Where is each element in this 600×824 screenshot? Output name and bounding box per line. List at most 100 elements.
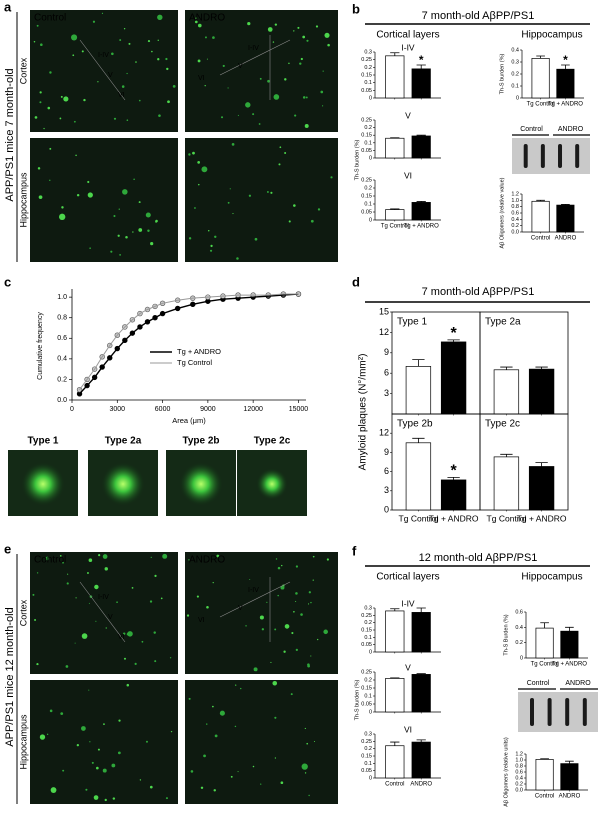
error-bar bbox=[390, 52, 400, 56]
y-tick-label: 1.2 bbox=[515, 751, 523, 757]
plaque bbox=[58, 213, 66, 221]
plaque bbox=[235, 684, 237, 686]
plaque bbox=[274, 757, 277, 759]
plaque bbox=[188, 559, 190, 561]
micrograph bbox=[30, 10, 178, 132]
y-tick-label: 0.4 bbox=[511, 217, 519, 223]
y-tick-label: 0.1 bbox=[364, 201, 372, 207]
x-tick-label: ANDRO bbox=[559, 794, 581, 800]
bar bbox=[385, 55, 405, 99]
panel-label: f bbox=[352, 543, 357, 558]
plaque bbox=[32, 593, 35, 596]
row-label: Cortex bbox=[18, 599, 28, 626]
error-bar bbox=[540, 622, 549, 629]
plaque bbox=[113, 214, 116, 218]
error-bar bbox=[565, 626, 574, 632]
micrograph bbox=[30, 552, 178, 674]
plaque bbox=[186, 614, 190, 617]
plaque bbox=[59, 117, 62, 120]
layer-label: V bbox=[238, 605, 243, 612]
plaque bbox=[36, 572, 39, 574]
plaque bbox=[60, 712, 64, 715]
plaque-blob bbox=[21, 462, 65, 506]
plaque bbox=[272, 680, 278, 686]
plaque bbox=[49, 179, 51, 182]
plaque bbox=[89, 247, 91, 249]
plaque bbox=[205, 36, 207, 39]
y-tick-label: 6 bbox=[384, 368, 389, 378]
plaque bbox=[153, 631, 156, 634]
bar bbox=[556, 204, 575, 233]
type-label: Type 2c bbox=[254, 436, 291, 447]
error-bar bbox=[390, 208, 400, 210]
subplot-title: V bbox=[405, 110, 411, 120]
bar bbox=[560, 630, 579, 659]
plaque bbox=[222, 64, 225, 68]
plaque bbox=[295, 601, 297, 603]
y-tick-label: 3 bbox=[384, 485, 389, 495]
subplot-title: VI bbox=[404, 724, 412, 734]
plaque bbox=[95, 620, 97, 622]
bar bbox=[493, 456, 520, 511]
plaque bbox=[188, 697, 191, 700]
legend-label: Tg Control bbox=[177, 358, 212, 367]
plaque bbox=[321, 105, 324, 107]
y-tick-label: 0.15 bbox=[361, 685, 372, 691]
plaque bbox=[277, 594, 279, 597]
plaque bbox=[293, 204, 296, 207]
plaque bbox=[150, 556, 152, 558]
y-tick-label: 0.2 bbox=[364, 125, 372, 131]
layer-label: V bbox=[108, 72, 113, 79]
plaque bbox=[157, 58, 160, 61]
plaque bbox=[267, 79, 270, 83]
y-axis-label: Th-S burden (%) bbox=[499, 54, 505, 95]
y-tick-label: 0.05 bbox=[361, 209, 372, 215]
micrograph bbox=[185, 10, 338, 132]
plaque bbox=[62, 769, 65, 772]
plaque bbox=[301, 763, 308, 770]
column-label: Control bbox=[34, 555, 66, 566]
x-tick-label: 6000 bbox=[155, 406, 171, 413]
plaque bbox=[327, 43, 330, 47]
plaque bbox=[201, 166, 208, 173]
subplot-title: I-IV bbox=[401, 598, 415, 608]
plaque bbox=[81, 633, 88, 639]
y-tick-label: 0.2 bbox=[511, 71, 519, 77]
subplot-title: Type 1 bbox=[397, 317, 427, 328]
layer-label: I-IV bbox=[98, 52, 109, 59]
plaque bbox=[288, 220, 291, 223]
plaque bbox=[270, 661, 272, 664]
y-tick-label: 12 bbox=[379, 327, 389, 337]
y-tick-label: 12 bbox=[379, 428, 389, 438]
plaque bbox=[62, 561, 64, 564]
plaque bbox=[111, 763, 116, 768]
blot-band bbox=[547, 698, 552, 726]
bar bbox=[405, 366, 432, 415]
y-tick-label: 0.8 bbox=[57, 315, 67, 322]
bar bbox=[528, 466, 555, 511]
plaque-blob bbox=[179, 462, 223, 506]
significance: * bbox=[419, 53, 424, 67]
plaque bbox=[104, 567, 108, 571]
plaque bbox=[91, 761, 94, 764]
y-tick-label: 0.2 bbox=[515, 640, 523, 646]
y-tick-label: 0 bbox=[369, 649, 372, 655]
blot-band bbox=[530, 698, 534, 726]
x-tick-label: Control bbox=[385, 782, 404, 788]
y-tick-label: 0.1 bbox=[364, 761, 372, 767]
y-axis-label: Aβ Oligomers (relative value) bbox=[499, 177, 505, 248]
x-tick-label: Tg Control bbox=[399, 513, 439, 523]
plaque bbox=[39, 734, 46, 740]
plaque bbox=[312, 579, 314, 581]
column-label: ANDRO bbox=[189, 13, 225, 24]
plaque bbox=[126, 72, 128, 75]
plaque bbox=[98, 554, 101, 557]
plaque bbox=[117, 751, 121, 755]
plaque bbox=[320, 90, 324, 94]
y-tick-label: 0.2 bbox=[364, 185, 372, 191]
y-tick-label: 0.2 bbox=[515, 781, 523, 787]
plaque bbox=[38, 195, 43, 200]
plaque bbox=[253, 667, 258, 672]
plaque bbox=[154, 660, 157, 663]
y-tick-label: 15 bbox=[379, 306, 389, 316]
